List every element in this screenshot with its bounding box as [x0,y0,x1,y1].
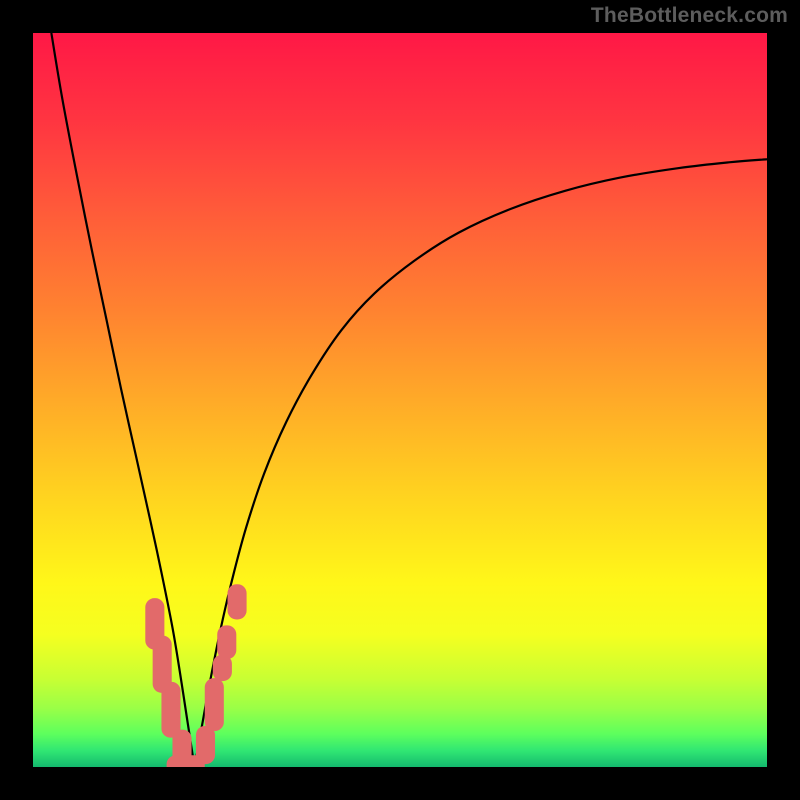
plot-area [33,33,767,767]
data-marker [161,682,180,738]
v-curve-left-branch [51,33,194,767]
data-marker [196,726,215,764]
curve-layer [33,33,767,767]
data-marker [217,625,236,659]
chart-frame: TheBottleneck.com [0,0,800,800]
data-marker [228,584,247,619]
marker-group [145,584,246,767]
v-curve-right-branch [194,159,767,767]
watermark-text: TheBottleneck.com [591,4,788,28]
data-marker [205,678,224,731]
